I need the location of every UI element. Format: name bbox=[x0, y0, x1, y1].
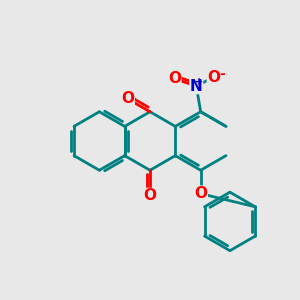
Text: O: O bbox=[194, 186, 207, 201]
Text: O: O bbox=[143, 188, 157, 203]
Text: O: O bbox=[168, 71, 181, 86]
Text: O: O bbox=[207, 70, 220, 85]
Text: -: - bbox=[219, 67, 225, 81]
Text: O: O bbox=[121, 92, 134, 106]
Text: +: + bbox=[195, 76, 203, 86]
Text: N: N bbox=[190, 79, 203, 94]
